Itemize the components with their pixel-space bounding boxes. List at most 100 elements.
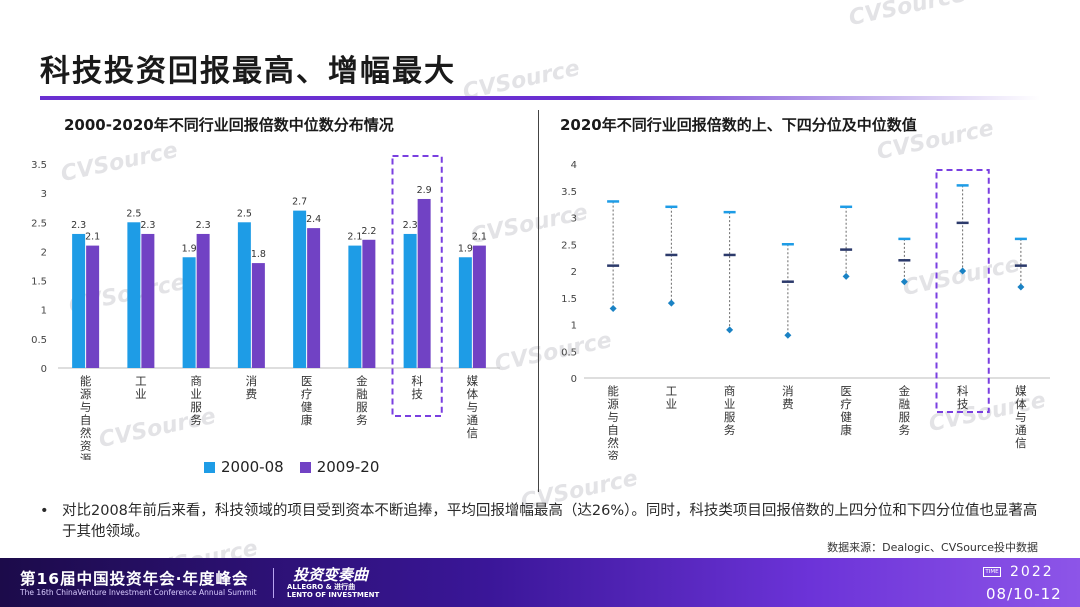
median-bar-chart: 00.511.522.533.52.32.1能源与自然资源2.52.3工业1.9… (31, 155, 500, 460)
lower-quartile-point (842, 272, 850, 280)
y-tick-label: 0 (571, 374, 577, 385)
x-tick-label-char: 技 (411, 387, 423, 401)
data-label: 2.3 (403, 220, 418, 231)
x-tick-label-char: 康 (301, 413, 313, 427)
data-source-note: 数据来源：Dealogic、CVSource投中数据 (827, 541, 1038, 554)
x-tick-label-char: 能 (80, 374, 92, 388)
x-tick-label-char: 体 (1015, 397, 1027, 411)
x-tick-label-char: 服 (190, 400, 202, 414)
x-tick-label-char: 疗 (301, 387, 313, 401)
x-tick-label-char: 服 (899, 410, 911, 424)
data-label: 2.1 (347, 232, 362, 243)
x-tick-label-char: 金 (356, 374, 368, 388)
bar-2009-20 (472, 245, 486, 368)
data-label: 1.9 (182, 243, 197, 254)
legend-item-2009-20: 2009-20 (299, 458, 380, 476)
y-tick-label: 2 (571, 267, 577, 278)
chart-divider (538, 110, 539, 492)
x-tick-label-char: 务 (356, 413, 368, 427)
footer-conference-title: 第16届中国投资年会·年度峰会 (20, 570, 249, 588)
y-tick-label: 0.5 (31, 335, 47, 346)
data-label: 2.3 (71, 220, 86, 231)
legend-label-2009-20: 2009-20 (316, 458, 380, 476)
bar-2009-20 (417, 198, 431, 368)
x-tick-label-char: 疗 (840, 397, 852, 411)
bar-2000-08 (182, 257, 196, 368)
footer-dates: 08/10-12 (986, 585, 1062, 603)
summary-text: 对比2008年前后来看，科技领域的项目受到资本不断追捧，平均回报增幅最高（达26… (62, 503, 1038, 540)
quartile-chart: 00.511.522.533.54能源与自然资源工业商业服务消费医疗健康金融服务… (561, 160, 1050, 460)
bar-2000-08 (127, 222, 141, 368)
x-tick-label-char: 资 (607, 449, 619, 460)
lower-quartile-point (784, 331, 792, 339)
x-tick-label-char: 务 (724, 423, 736, 437)
x-tick-label-char: 与 (467, 400, 479, 414)
data-label: 2.5 (126, 208, 141, 219)
bar-2009-20 (196, 233, 210, 368)
x-tick-label-char: 服 (724, 410, 736, 424)
x-tick-label-char: 商 (724, 384, 736, 398)
x-tick-label-char: 费 (782, 397, 794, 411)
right-chart-title: 2020年不同行业回报倍数的上、下四分位及中位数值 (560, 116, 917, 134)
x-tick-label-char: 通 (467, 413, 479, 427)
x-tick-label-char: 业 (724, 397, 736, 411)
y-tick-label: 2 (41, 247, 47, 258)
x-tick-label-char: 通 (1015, 423, 1027, 437)
data-label: 2.2 (361, 226, 376, 237)
x-tick-label-char: 与 (607, 410, 619, 424)
y-tick-label: 0 (41, 364, 47, 375)
bar-2000-08 (293, 210, 307, 368)
x-tick-label-char: 源 (80, 387, 92, 401)
title-underline (40, 96, 1040, 100)
y-tick-label: 2.5 (561, 240, 577, 251)
y-tick-label: 3.5 (561, 187, 577, 198)
bar-2009-20 (307, 228, 321, 368)
data-label: 2.7 (292, 197, 307, 208)
data-label: 1.9 (458, 243, 473, 254)
x-tick-label-char: 健 (301, 400, 313, 414)
bar-2009-20 (86, 245, 100, 368)
footer-separator (273, 568, 274, 598)
x-tick-label-char: 自 (607, 423, 619, 437)
data-label: 2.1 (472, 232, 487, 243)
y-tick-label: 1 (571, 321, 577, 332)
x-tick-label-char: 融 (899, 397, 911, 411)
footer-time-label: TIME (983, 567, 1001, 577)
x-tick-label-char: 自 (80, 413, 92, 427)
y-tick-label: 1.5 (561, 294, 577, 305)
x-tick-label-char: 业 (190, 387, 202, 401)
x-tick-label-char: 金 (899, 384, 911, 398)
footer-logo: 投资变奏曲 (293, 566, 369, 584)
x-tick-label-char: 源 (80, 452, 92, 460)
x-tick-label-char: 与 (1015, 410, 1027, 424)
footer-banner: 第16届中国投资年会·年度峰会 The 16th ChinaVenture In… (0, 558, 1080, 607)
data-label: 2.5 (237, 208, 252, 219)
x-tick-label-char: 然 (607, 436, 619, 450)
x-tick-label-char: 然 (80, 426, 92, 440)
highlight-box-tech (391, 155, 443, 417)
data-label: 1.8 (251, 249, 266, 260)
x-tick-label-char: 康 (840, 423, 852, 437)
x-tick-label-char: 技 (957, 397, 969, 411)
x-tick-label-char: 融 (356, 387, 368, 401)
x-tick-label-char: 医 (301, 374, 313, 388)
lower-quartile-point (1017, 283, 1025, 291)
y-tick-label: 4 (571, 160, 577, 171)
bar-2000-08 (72, 233, 86, 368)
x-tick-label-char: 务 (899, 423, 911, 437)
y-tick-label: 3 (41, 189, 47, 200)
x-tick-label-char: 科 (411, 374, 423, 388)
x-tick-label-char: 务 (190, 413, 202, 427)
x-tick-label-char: 信 (1015, 436, 1027, 450)
left-chart-title: 2000-2020年不同行业回报倍数中位数分布情况 (64, 116, 394, 134)
bar-2009-20 (362, 239, 376, 368)
summary-bullet: • 对比2008年前后来看，科技领域的项目受到资本不断追捧，平均回报增幅最高（达… (40, 501, 1050, 543)
chart-legend: 2000-08 2009-20 (204, 458, 379, 476)
x-tick-label-char: 与 (80, 400, 92, 414)
footer-logo-sub1: ALLEGRO & 进行曲 (287, 583, 356, 591)
legend-label-2000-08: 2000-08 (221, 458, 284, 476)
bar-2000-08 (458, 257, 472, 368)
x-tick-label-char: 能 (607, 384, 619, 398)
data-label: 2.4 (306, 214, 321, 225)
data-label: 2.9 (417, 185, 432, 196)
